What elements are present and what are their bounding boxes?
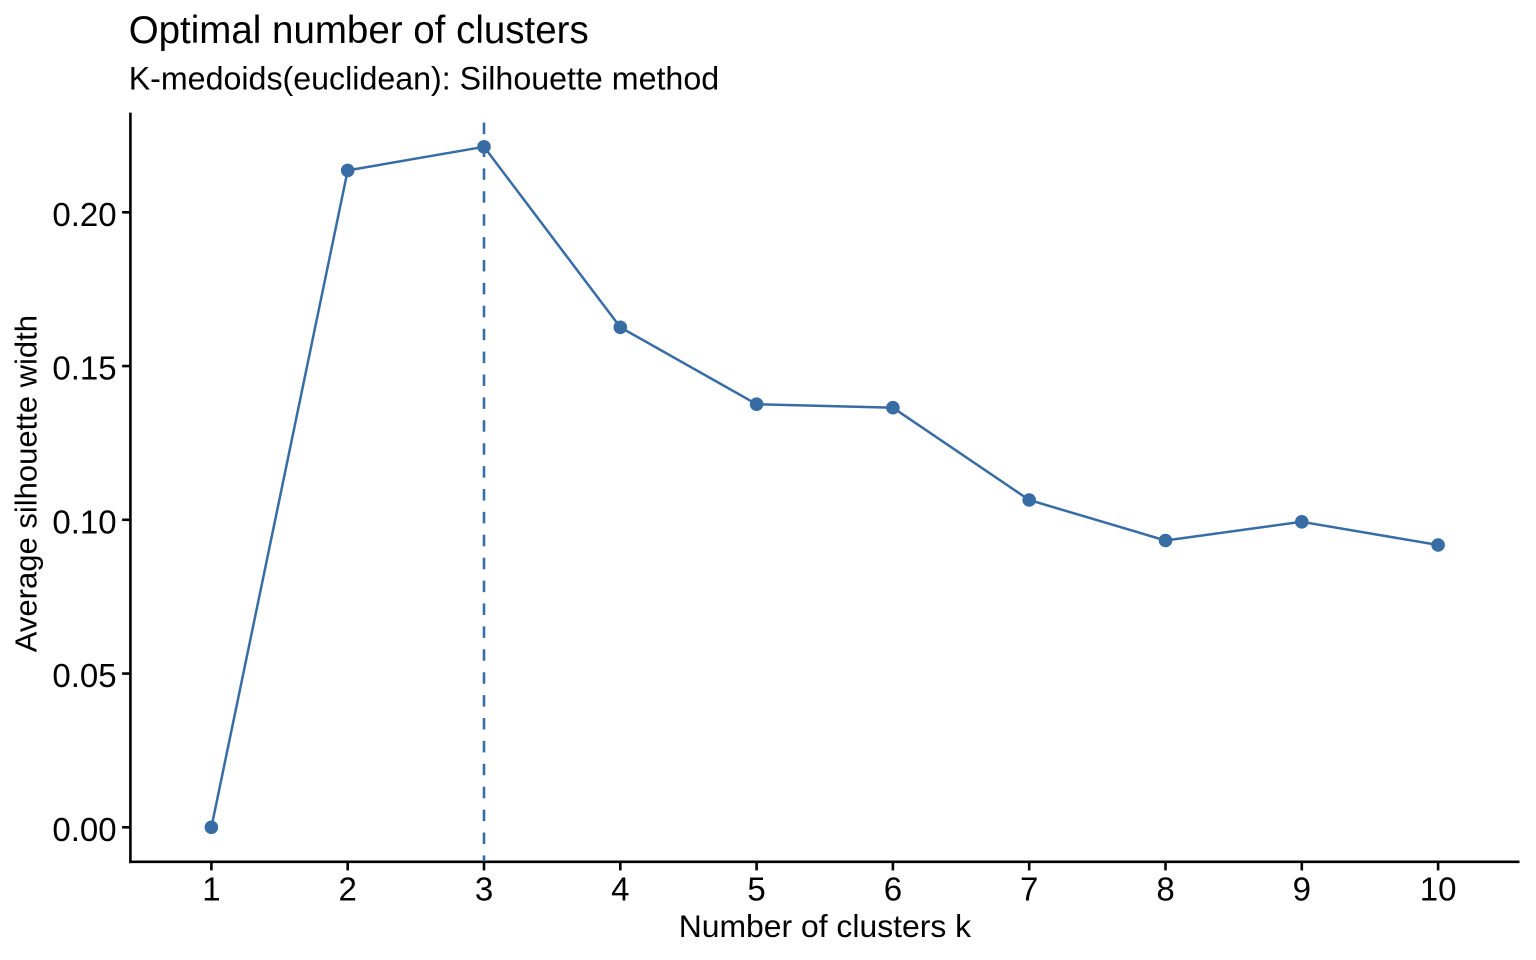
svg-text:8: 8 [1156, 871, 1174, 908]
svg-text:10: 10 [1420, 871, 1457, 908]
svg-text:0.15: 0.15 [52, 350, 116, 387]
svg-text:0.00: 0.00 [52, 811, 116, 848]
svg-text:9: 9 [1293, 871, 1311, 908]
svg-text:5: 5 [747, 871, 765, 908]
svg-text:2: 2 [339, 871, 357, 908]
svg-text:K-medoids(euclidean): Silhouet: K-medoids(euclidean): Silhouette method [129, 60, 719, 96]
svg-text:Number of clusters k: Number of clusters k [679, 908, 971, 944]
svg-text:1: 1 [202, 871, 220, 908]
svg-text:4: 4 [611, 871, 629, 908]
svg-text:6: 6 [884, 871, 902, 908]
svg-text:Average silhouette width: Average silhouette width [9, 315, 44, 652]
svg-text:0.20: 0.20 [52, 196, 116, 233]
svg-text:Optimal number of clusters: Optimal number of clusters [129, 9, 589, 52]
svg-text:0.10: 0.10 [52, 503, 116, 540]
svg-text:0.05: 0.05 [52, 657, 116, 694]
svg-text:3: 3 [475, 871, 493, 908]
svg-text:7: 7 [1020, 871, 1038, 908]
